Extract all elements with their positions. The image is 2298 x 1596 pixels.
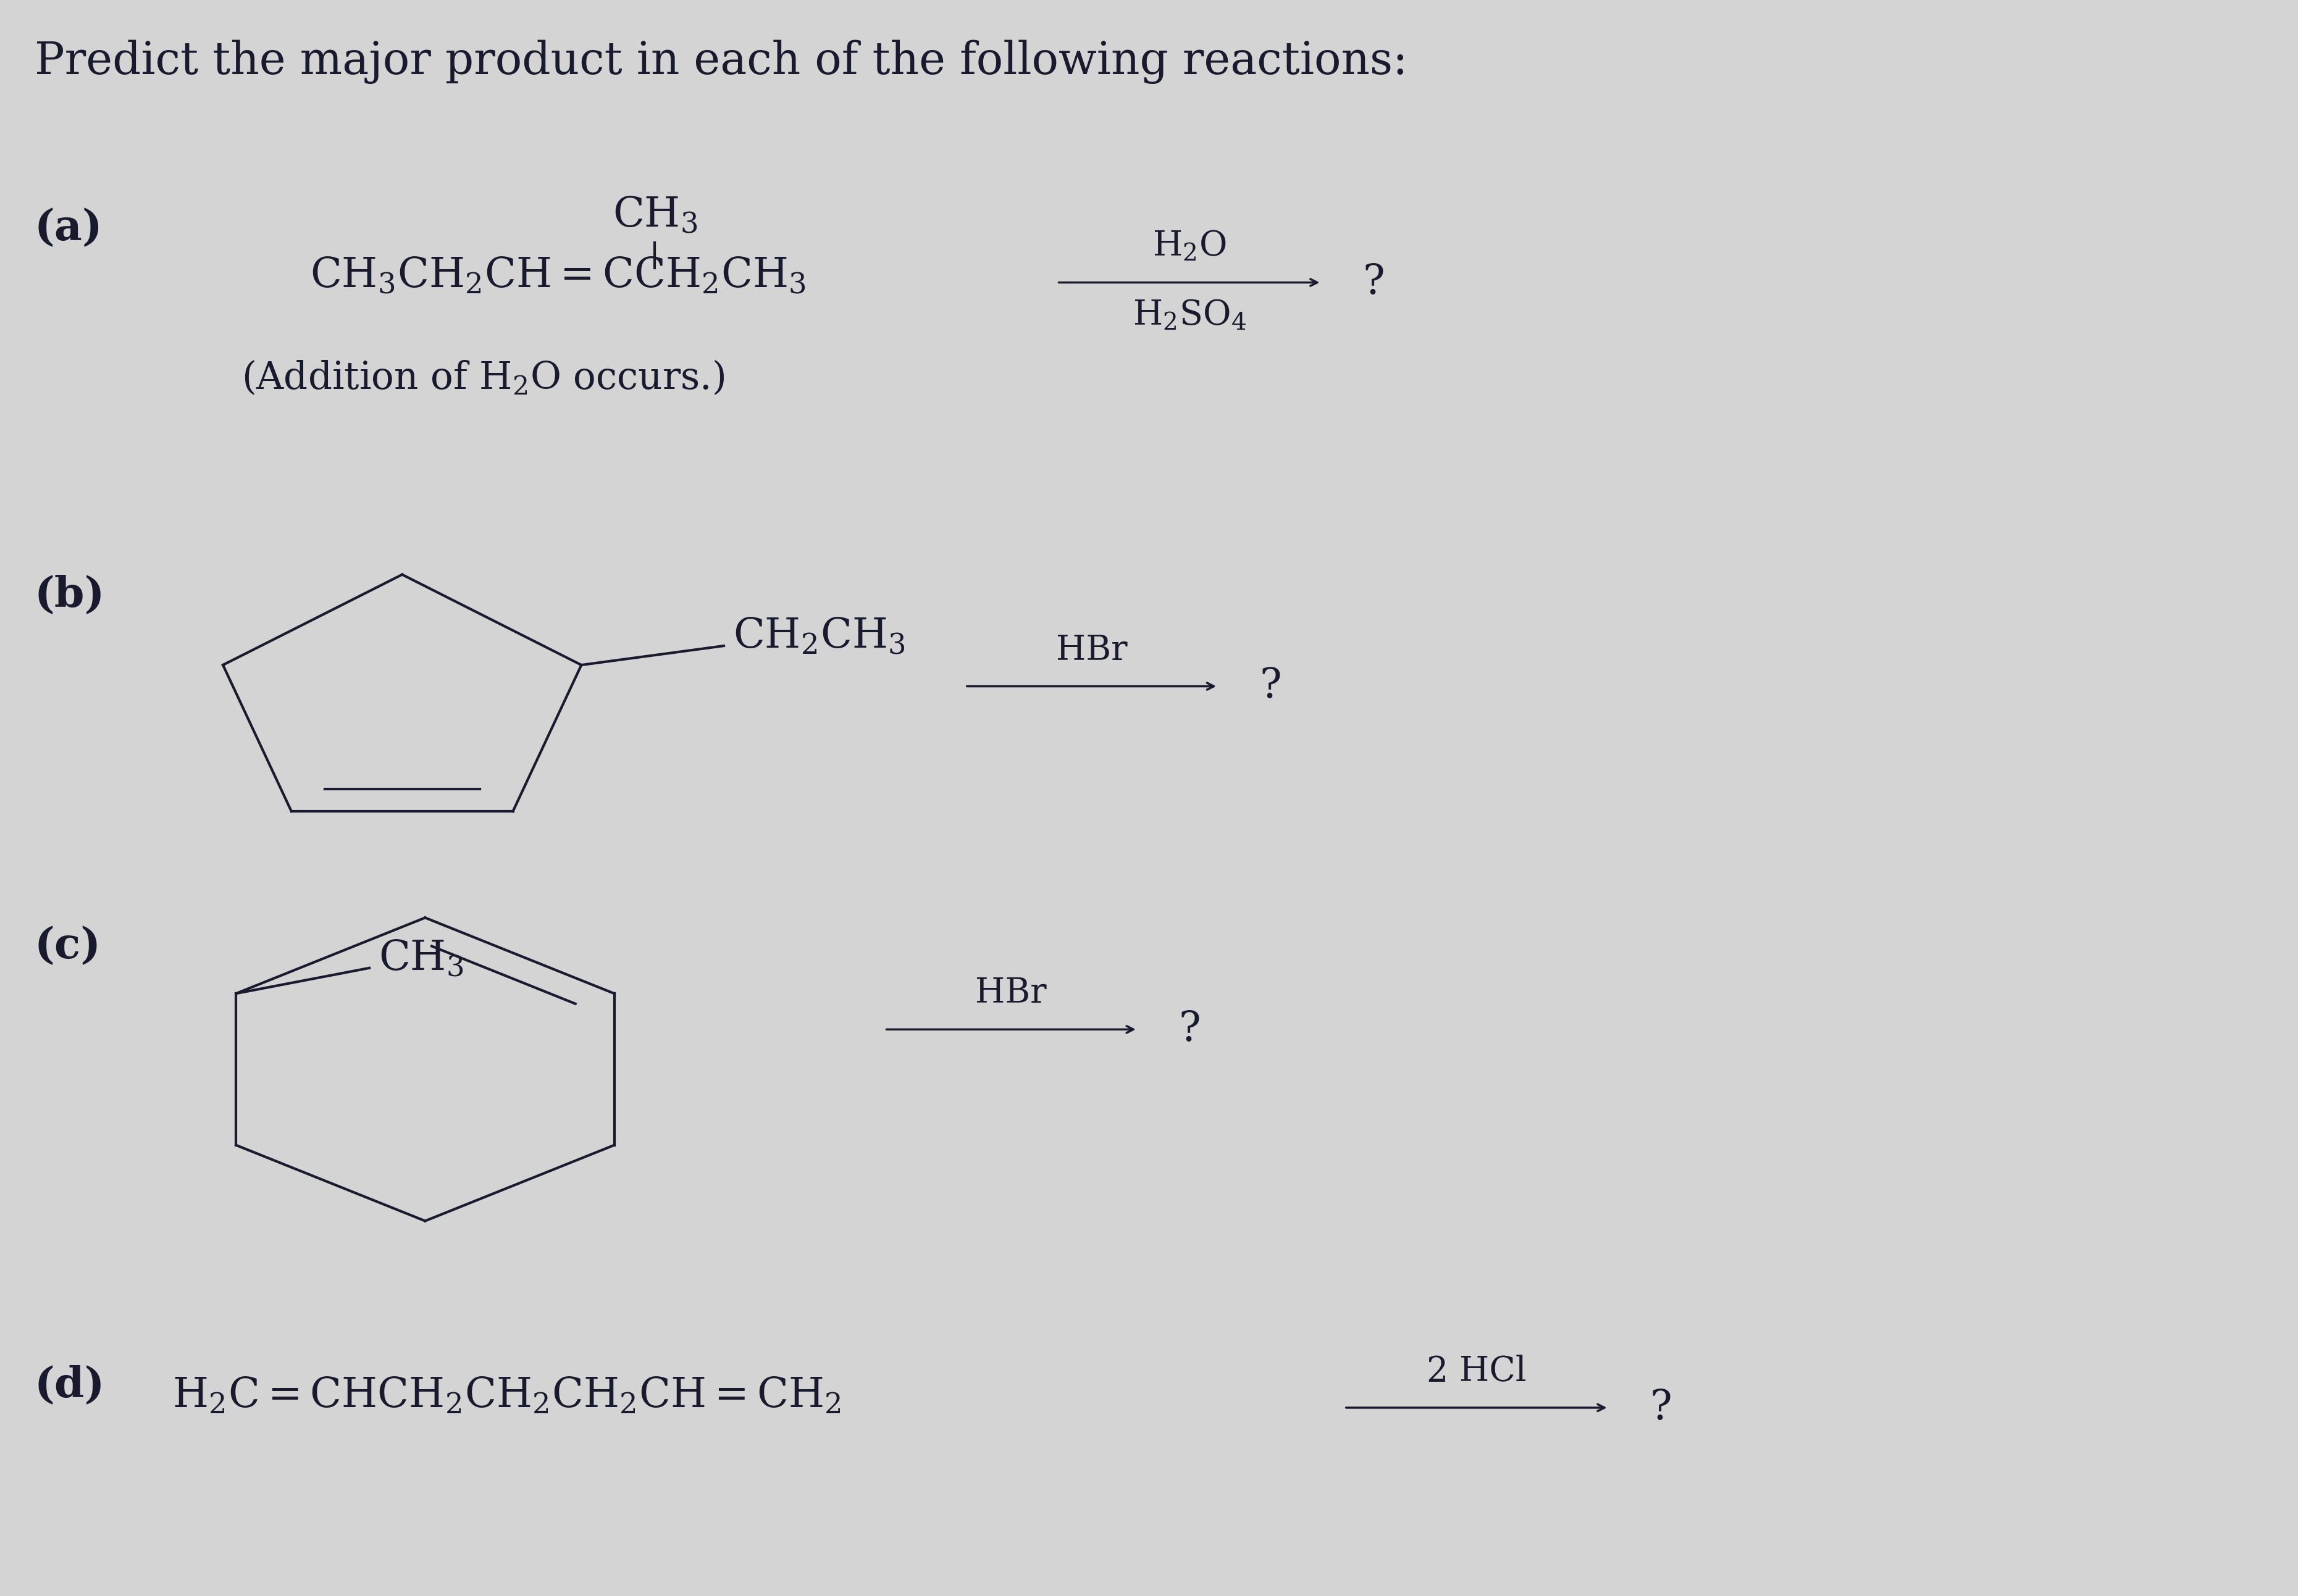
Text: $\mathregular{H_2SO_4}$: $\mathregular{H_2SO_4}$: [1133, 298, 1246, 332]
Text: $\mathregular{H_2O}$: $\mathregular{H_2O}$: [1151, 230, 1227, 263]
Text: (d): (d): [34, 1365, 106, 1406]
Text: $\mathregular{CH_3CH_2CH{=}CCH_2CH_3}$: $\mathregular{CH_3CH_2CH{=}CCH_2CH_3}$: [310, 255, 807, 295]
Text: $\mathregular{H_2C{=}CHCH_2CH_2CH_2CH{=}CH_2}$: $\mathregular{H_2C{=}CHCH_2CH_2CH_2CH{=}…: [172, 1376, 841, 1416]
Text: ?: ?: [1363, 262, 1386, 303]
Text: $\mathregular{CH_2CH_3}$: $\mathregular{CH_2CH_3}$: [733, 616, 905, 656]
Text: HBr: HBr: [974, 977, 1048, 1010]
Text: (Addition of $\mathregular{H_2O}$ occurs.): (Addition of $\mathregular{H_2O}$ occurs…: [241, 359, 724, 397]
Text: (b): (b): [34, 575, 106, 616]
Text: $\mathregular{CH_3}$: $\mathregular{CH_3}$: [611, 195, 699, 235]
Text: ?: ?: [1650, 1387, 1673, 1428]
Text: $\mathregular{CH_3}$: $\mathregular{CH_3}$: [379, 938, 464, 978]
Text: Predict the major product in each of the following reactions:: Predict the major product in each of the…: [34, 40, 1409, 85]
Text: (c): (c): [34, 926, 101, 967]
Text: HBr: HBr: [1055, 634, 1128, 667]
Text: 2 HCl: 2 HCl: [1427, 1355, 1526, 1389]
Text: ?: ?: [1179, 1009, 1202, 1050]
Text: ?: ?: [1259, 666, 1282, 707]
Text: (a): (a): [34, 207, 103, 249]
